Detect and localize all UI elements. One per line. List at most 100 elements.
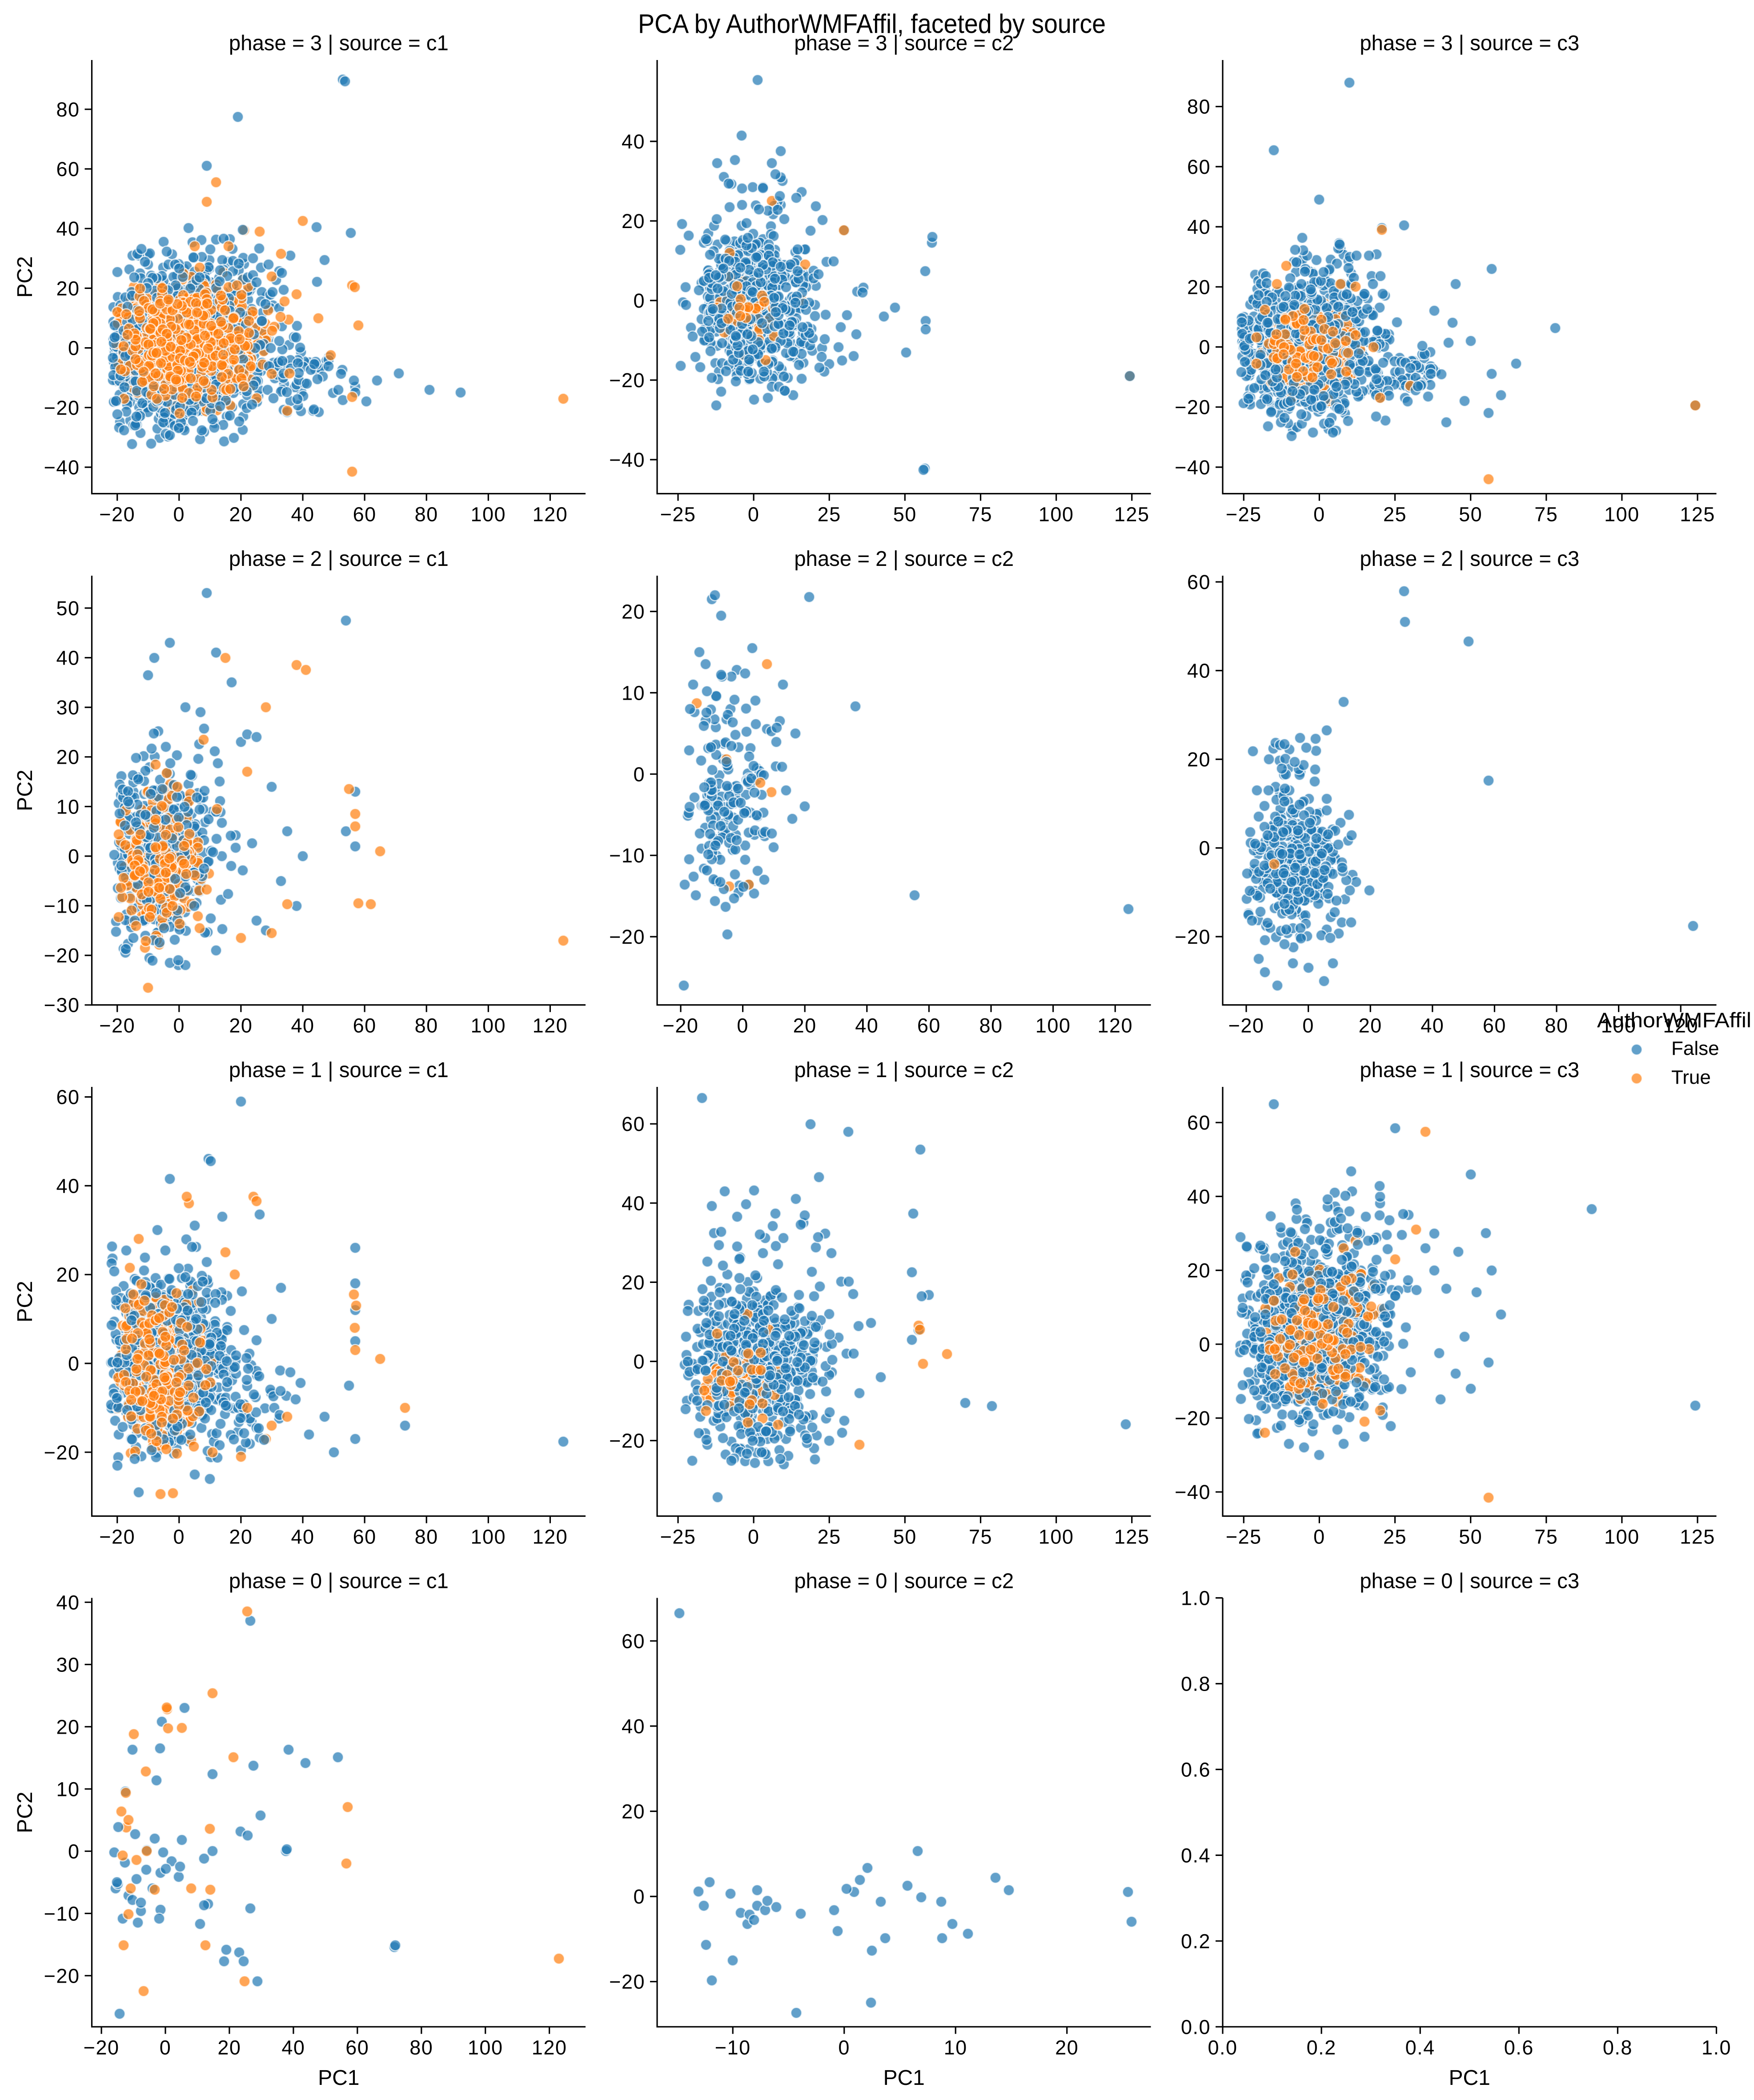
svg-text:40: 40 [56, 1591, 80, 1614]
svg-text:−25: −25 [1226, 503, 1262, 526]
svg-text:25: 25 [818, 1526, 841, 1548]
svg-text:80: 80 [415, 1526, 438, 1548]
svg-text:80: 80 [979, 1014, 1003, 1037]
svg-text:80: 80 [1187, 96, 1211, 118]
svg-text:−10: −10 [44, 895, 80, 918]
svg-text:100: 100 [1036, 1014, 1071, 1037]
svg-text:25: 25 [818, 503, 841, 526]
svg-text:0: 0 [748, 503, 760, 526]
svg-text:100: 100 [1601, 1014, 1637, 1037]
svg-text:120: 120 [533, 1014, 568, 1037]
svg-text:120: 120 [533, 1526, 568, 1548]
svg-text:60: 60 [1187, 1111, 1211, 1134]
svg-text:20: 20 [622, 1271, 645, 1294]
svg-text:25: 25 [1383, 503, 1407, 526]
svg-text:20: 20 [56, 1263, 80, 1286]
svg-text:phase = 3 | source = c1: phase = 3 | source = c1 [229, 32, 449, 55]
svg-text:−20: −20 [609, 1430, 645, 1452]
svg-text:20: 20 [1187, 748, 1211, 771]
svg-text:−10: −10 [609, 844, 645, 867]
svg-text:50: 50 [1459, 503, 1482, 526]
svg-text:120: 120 [1663, 1014, 1698, 1037]
svg-text:20: 20 [622, 601, 645, 623]
svg-text:125: 125 [1680, 503, 1715, 526]
svg-text:phase = 2 | source = c2: phase = 2 | source = c2 [794, 547, 1014, 571]
svg-text:0.2: 0.2 [1307, 2036, 1337, 2059]
svg-text:0: 0 [1313, 503, 1325, 526]
svg-text:−10: −10 [44, 1902, 80, 1925]
svg-text:40: 40 [622, 1192, 645, 1214]
svg-text:60: 60 [353, 1014, 377, 1037]
svg-text:40: 40 [855, 1014, 879, 1037]
svg-text:50: 50 [1459, 1526, 1482, 1548]
svg-text:0: 0 [1199, 336, 1211, 359]
svg-text:−40: −40 [44, 456, 80, 479]
svg-text:40: 40 [1421, 1014, 1444, 1037]
svg-text:1.0: 1.0 [1702, 2036, 1731, 2059]
svg-text:−20: −20 [99, 503, 135, 526]
svg-text:−25: −25 [1226, 1526, 1262, 1548]
svg-text:−10: −10 [715, 2036, 751, 2059]
svg-text:0.4: 0.4 [1181, 1844, 1211, 1867]
svg-text:20: 20 [793, 1014, 817, 1037]
svg-text:phase = 0 | source = c3: phase = 0 | source = c3 [1360, 1570, 1579, 1593]
svg-text:PC1: PC1 [883, 2066, 925, 2090]
svg-text:40: 40 [56, 1174, 80, 1197]
svg-text:−20: −20 [44, 397, 80, 419]
svg-text:0: 0 [1302, 1014, 1314, 1037]
svg-text:phase = 0 | source = c1: phase = 0 | source = c1 [229, 1570, 449, 1593]
svg-text:60: 60 [622, 1113, 645, 1135]
svg-text:0.4: 0.4 [1405, 2036, 1435, 2059]
svg-text:20: 20 [622, 210, 645, 232]
svg-text:20: 20 [56, 1715, 80, 1738]
svg-text:50: 50 [893, 503, 917, 526]
svg-text:0.8: 0.8 [1603, 2036, 1633, 2059]
svg-text:20: 20 [1187, 276, 1211, 298]
svg-text:100: 100 [471, 503, 506, 526]
svg-text:0: 0 [737, 1014, 749, 1037]
svg-text:30: 30 [56, 1653, 80, 1676]
svg-text:20: 20 [229, 1526, 253, 1548]
svg-text:−20: −20 [609, 926, 645, 948]
svg-text:phase = 2 | source = c3: phase = 2 | source = c3 [1360, 547, 1579, 571]
svg-text:40: 40 [291, 1014, 314, 1037]
svg-text:−20: −20 [1175, 396, 1211, 419]
svg-text:PC2: PC2 [13, 256, 37, 297]
svg-text:PCA by AuthorWMFAffil, faceted: PCA by AuthorWMFAffil, faceted by source [638, 9, 1106, 39]
svg-text:phase = 2 | source = c1: phase = 2 | source = c1 [229, 547, 449, 571]
svg-text:125: 125 [1114, 1526, 1150, 1548]
svg-text:−25: −25 [660, 1526, 696, 1548]
svg-text:−20: −20 [1175, 1407, 1211, 1430]
svg-text:0.0: 0.0 [1208, 2036, 1237, 2059]
svg-text:60: 60 [1187, 156, 1211, 178]
svg-text:60: 60 [56, 1086, 80, 1109]
svg-text:60: 60 [353, 1526, 377, 1548]
svg-text:120: 120 [1097, 1014, 1133, 1037]
svg-text:0: 0 [1199, 1333, 1211, 1356]
svg-text:0: 0 [748, 1526, 760, 1548]
svg-text:100: 100 [1604, 1526, 1640, 1548]
svg-text:−20: −20 [1228, 1014, 1264, 1037]
svg-text:−20: −20 [609, 369, 645, 392]
svg-text:100: 100 [1604, 503, 1640, 526]
svg-text:0: 0 [173, 503, 185, 526]
svg-text:−20: −20 [1175, 926, 1211, 948]
svg-text:0.2: 0.2 [1181, 1930, 1211, 1952]
svg-text:40: 40 [56, 217, 80, 240]
svg-text:0: 0 [68, 845, 80, 868]
svg-text:0: 0 [173, 1526, 185, 1548]
svg-text:40: 40 [56, 647, 80, 669]
svg-text:0: 0 [160, 2036, 172, 2059]
svg-text:75: 75 [969, 503, 992, 526]
svg-text:10: 10 [622, 681, 645, 704]
svg-text:False: False [1671, 1038, 1719, 1059]
svg-text:25: 25 [1383, 1526, 1407, 1548]
svg-text:0.6: 0.6 [1504, 2036, 1534, 2059]
svg-text:40: 40 [1187, 660, 1211, 682]
svg-text:80: 80 [415, 503, 438, 526]
svg-text:−20: −20 [99, 1014, 135, 1037]
svg-text:PC2: PC2 [13, 1791, 37, 1833]
svg-text:−40: −40 [1175, 1481, 1211, 1503]
svg-text:0: 0 [68, 1840, 80, 1863]
svg-text:PC2: PC2 [13, 769, 37, 811]
